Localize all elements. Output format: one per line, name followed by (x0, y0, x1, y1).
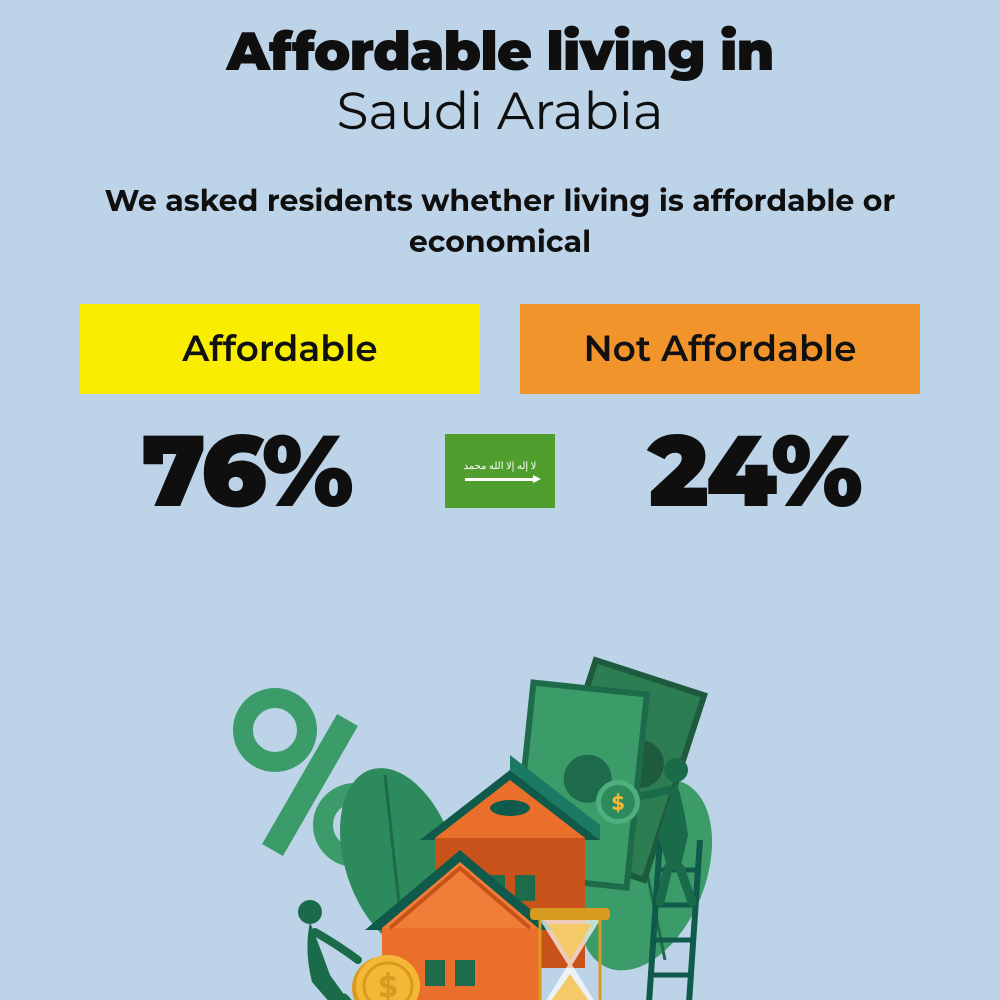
infographic-canvas: Affordable living in Saudi Arabia We ask… (0, 0, 1000, 1000)
svg-text:$: $ (378, 968, 397, 1000)
savings-house-illustration: $ $ (190, 640, 810, 1000)
badge-not-affordable-label: Not Affordable (584, 327, 857, 371)
subtitle-text: We asked residents whether living is aff… (0, 181, 1000, 262)
svg-text:$: $ (612, 792, 625, 816)
flag-sword-icon (465, 478, 535, 481)
badge-affordable: Affordable (80, 304, 480, 394)
title-line-1: Affordable living in (0, 18, 1000, 84)
badge-row: Affordable Not Affordable (0, 304, 1000, 394)
percent-affordable: 76% (81, 410, 411, 532)
percent-row: 76% لا إله إلا الله محمد 24% (0, 410, 1000, 532)
flag-shahada: لا إله إلا الله محمد (464, 461, 537, 472)
badge-affordable-label: Affordable (182, 327, 377, 371)
title-block: Affordable living in Saudi Arabia (0, 0, 1000, 143)
title-line-2: Saudi Arabia (0, 80, 1000, 143)
badge-not-affordable: Not Affordable (520, 304, 920, 394)
percent-not-affordable: 24% (589, 410, 919, 532)
saudi-flag-icon: لا إله إلا الله محمد (445, 434, 555, 508)
